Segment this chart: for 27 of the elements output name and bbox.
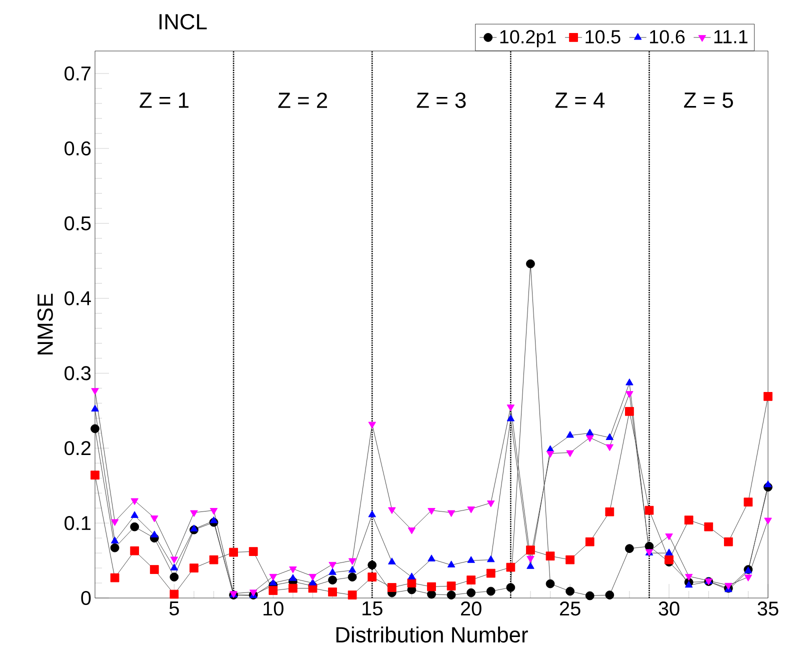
x-tick-label: 20 [461, 602, 482, 616]
y-tick-label: 0.7 [64, 66, 90, 81]
x-tick-label: 15 [362, 602, 382, 616]
x-tick-label: 25 [560, 602, 580, 616]
annotation: Z = 2 [278, 92, 328, 108]
y-tick-label: 0.5 [64, 216, 91, 230]
y-tick-label: 0.3 [64, 366, 91, 380]
x-axis-title: Distribution Number [336, 626, 528, 643]
x-tick-label: 10 [264, 602, 284, 616]
chart-title: INCL [160, 14, 207, 30]
y-tick-label: 0.6 [64, 141, 91, 156]
y-tick-label: 0.1 [64, 516, 91, 530]
legend-label: 10.5 [586, 30, 620, 44]
legend-label: 10.2p1 [500, 30, 556, 48]
x-tick-label: 35 [758, 602, 778, 616]
y-tick-label: 0 [81, 590, 91, 606]
annotation: Z = 3 [416, 92, 466, 108]
y-tick-label: 0.4 [64, 291, 91, 306]
annotation: Z = 5 [684, 92, 733, 108]
y-axis-title: NMSE [37, 294, 53, 354]
x-tick-label: 5 [169, 602, 179, 616]
annotation: Z = 4 [555, 92, 605, 108]
legend-label: 11.1 [714, 30, 748, 44]
legend-label: 10.6 [650, 30, 685, 44]
x-tick-label: 30 [658, 602, 680, 616]
annotation: Z = 1 [140, 92, 188, 108]
y-tick-label: 0.2 [64, 441, 90, 456]
